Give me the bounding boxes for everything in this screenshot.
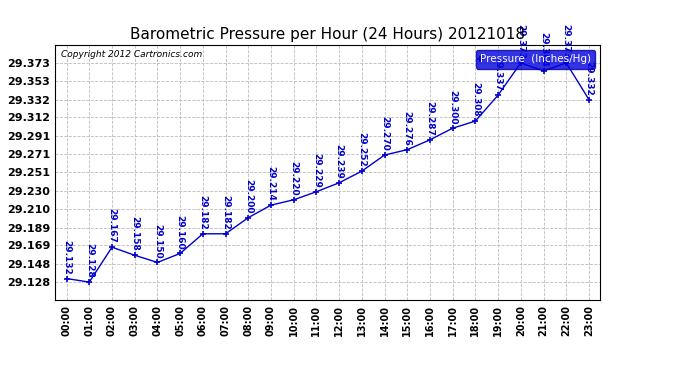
Text: 29.373: 29.373 — [562, 24, 571, 59]
Pressure  (Inches/Hg) — [267, 203, 275, 207]
Text: 29.182: 29.182 — [221, 195, 230, 230]
Pressure  (Inches/Hg) — [471, 119, 480, 123]
Text: 29.332: 29.332 — [584, 61, 593, 95]
Text: 29.300: 29.300 — [448, 90, 457, 124]
Text: 29.214: 29.214 — [266, 166, 275, 201]
Pressure  (Inches/Hg) — [199, 231, 207, 236]
Text: 29.182: 29.182 — [198, 195, 207, 230]
Pressure  (Inches/Hg) — [426, 138, 434, 142]
Text: 29.167: 29.167 — [108, 208, 117, 243]
Pressure  (Inches/Hg) — [585, 98, 593, 102]
Text: 29.150: 29.150 — [153, 224, 162, 258]
Text: Copyright 2012 Cartronics.com: Copyright 2012 Cartronics.com — [61, 50, 202, 59]
Text: 29.337: 29.337 — [493, 56, 502, 91]
Pressure  (Inches/Hg) — [403, 147, 411, 152]
Text: 29.239: 29.239 — [335, 144, 344, 178]
Pressure  (Inches/Hg) — [540, 69, 548, 73]
Text: 29.160: 29.160 — [176, 214, 185, 249]
Text: 29.220: 29.220 — [289, 161, 298, 196]
Text: 29.308: 29.308 — [471, 82, 480, 117]
Pressure  (Inches/Hg) — [176, 251, 184, 256]
Pressure  (Inches/Hg) — [357, 169, 366, 173]
Pressure  (Inches/Hg) — [380, 153, 388, 157]
Pressure  (Inches/Hg) — [85, 280, 93, 284]
Text: 29.132: 29.132 — [62, 240, 71, 274]
Title: Barometric Pressure per Hour (24 Hours) 20121018: Barometric Pressure per Hour (24 Hours) … — [130, 27, 525, 42]
Text: 29.200: 29.200 — [244, 179, 253, 213]
Pressure  (Inches/Hg) — [290, 198, 298, 202]
Pressure  (Inches/Hg) — [221, 231, 230, 236]
Pressure  (Inches/Hg) — [108, 245, 116, 249]
Pressure  (Inches/Hg) — [517, 61, 525, 65]
Pressure  (Inches/Hg) — [313, 189, 321, 194]
Text: 29.252: 29.252 — [357, 132, 366, 167]
Pressure  (Inches/Hg) — [335, 180, 343, 185]
Legend: Pressure  (Inches/Hg): Pressure (Inches/Hg) — [476, 50, 595, 69]
Line: Pressure  (Inches/Hg): Pressure (Inches/Hg) — [63, 59, 593, 286]
Text: 29.276: 29.276 — [403, 111, 412, 146]
Text: 29.270: 29.270 — [380, 116, 389, 151]
Text: 29.229: 29.229 — [312, 153, 321, 188]
Pressure  (Inches/Hg) — [62, 276, 70, 281]
Text: 29.128: 29.128 — [85, 243, 94, 278]
Text: 29.364: 29.364 — [539, 32, 548, 67]
Pressure  (Inches/Hg) — [448, 126, 457, 130]
Pressure  (Inches/Hg) — [494, 93, 502, 98]
Text: 29.158: 29.158 — [130, 216, 139, 251]
Pressure  (Inches/Hg) — [130, 253, 139, 258]
Pressure  (Inches/Hg) — [244, 215, 253, 220]
Text: 29.287: 29.287 — [426, 101, 435, 136]
Pressure  (Inches/Hg) — [153, 260, 161, 265]
Text: 29.373: 29.373 — [516, 24, 525, 59]
Pressure  (Inches/Hg) — [562, 61, 571, 65]
